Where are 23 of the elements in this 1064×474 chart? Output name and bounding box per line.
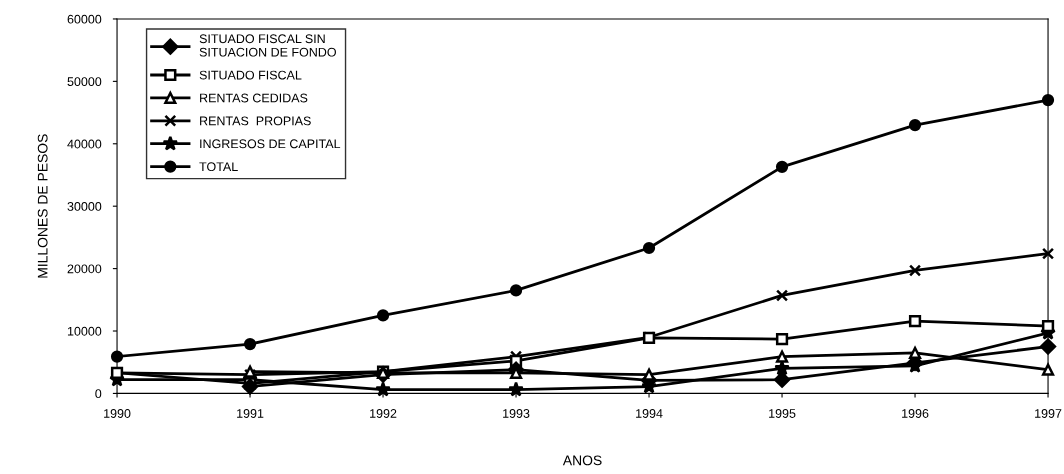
y-tick-label: 20000 [67,264,102,274]
y-tick-label: 30000 [67,201,102,211]
legend-label: SITUADO FISCAL [199,70,302,80]
x-tick-label: 1992 [370,409,397,418]
y-tick-label: 50000 [67,77,102,87]
x-axis-title: ANOS [562,455,602,466]
y-tick-label: 60000 [67,14,102,24]
legend-label: SITUADO FISCAL SIN SITUACION DE FONDO [199,34,336,57]
x-tick-label: 1995 [769,409,796,418]
legend-label: RENTAS PROPIAS [200,116,311,126]
x-tick-label: 1991 [237,409,264,418]
legend-label: INGRESOS DE CAPITAL [200,139,341,149]
y-tick-label: 40000 [67,139,102,149]
y-tick-label: 0 [95,389,102,399]
x-tick-label: 1990 [104,409,131,418]
y-axis-title: MILLONES DE PESOS [37,134,48,278]
legend-label: RENTAS CEDIDAS [200,93,308,103]
x-tick-label: 1996 [902,409,929,418]
y-tick-label: 10000 [67,326,102,336]
x-tick-label: 1994 [636,409,663,418]
legend-label: TOTAL [199,162,238,172]
x-tick-label: 1993 [503,409,530,418]
x-tick-label: 1997 [1035,409,1062,418]
